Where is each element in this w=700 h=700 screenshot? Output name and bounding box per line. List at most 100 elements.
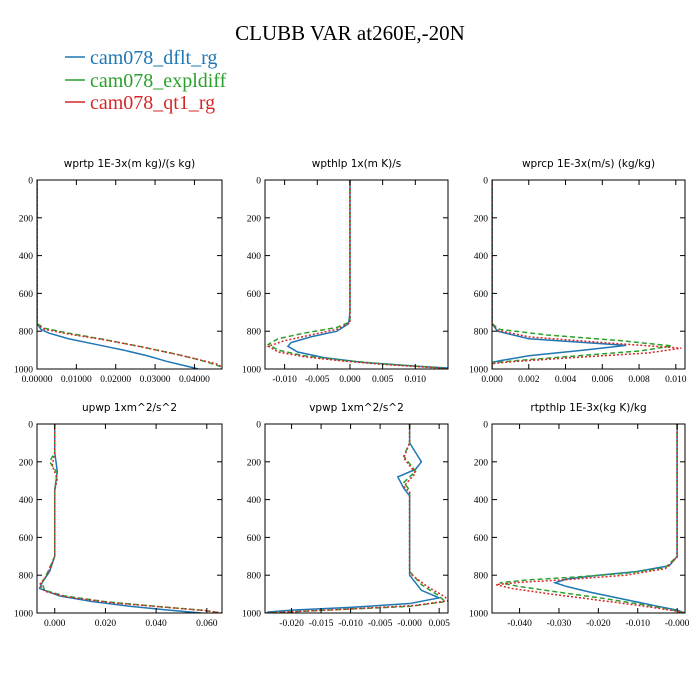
x-tick-label: 0.00000 xyxy=(22,375,53,385)
series-line-cam078-dflt-rg xyxy=(267,424,442,613)
y-tick-label: 400 xyxy=(19,252,34,262)
x-tick-label: -0.020 xyxy=(279,619,304,629)
panel-vpwp: vpwp 1xm^2/s^2 0 200 400 600 800 1000 -0.020 -0.… xyxy=(242,402,450,629)
y-tick-label: 400 xyxy=(474,496,489,506)
x-tick-label: -0.010 xyxy=(338,619,363,629)
x-tick-label: 0.000 xyxy=(339,375,361,385)
x-tick-label: 0.04000 xyxy=(179,375,210,385)
panel-title: rtpthlp 1E-3x(kg K)/kg xyxy=(530,402,646,414)
y-tick-label: 0 xyxy=(256,177,261,187)
x-tick-label: 0.008 xyxy=(628,375,650,385)
x-tick-label: -0.005 xyxy=(368,619,393,629)
plot-frame xyxy=(491,423,686,614)
series-group xyxy=(265,424,448,613)
panel-title: upwp 1xm^2/s^2 xyxy=(82,402,177,414)
panel-title: wprtp 1E-3x(m kg)/(s kg) xyxy=(64,158,195,170)
panel-upwp: upwp 1xm^2/s^2 0 200 400 600 800 1000 0.000 0.02… xyxy=(14,402,223,629)
series-line-cam078-qt1-rg xyxy=(38,424,222,613)
x-tick-label: 0.002 xyxy=(518,375,540,385)
y-tick-label: 600 xyxy=(474,534,489,544)
series-group xyxy=(37,180,222,369)
x-tick-label: 0.006 xyxy=(592,375,614,385)
x-tick-label: -0.040 xyxy=(507,619,532,629)
chart-title: CLUBB VAR at260E,-20N xyxy=(235,21,465,45)
y-tick-label: 800 xyxy=(474,328,489,338)
y-tick-label: 0 xyxy=(483,177,488,187)
series-line-cam078-expldiff xyxy=(499,424,685,613)
y-tick-label: 1000 xyxy=(469,366,488,376)
x-tick-label: 0.03000 xyxy=(140,375,171,385)
x-tick-label: -0.010 xyxy=(625,619,650,629)
x-tick-label: 0.000 xyxy=(44,619,66,629)
y-tick-label: 0 xyxy=(28,177,33,187)
x-tick-label: 0.005 xyxy=(372,375,394,385)
y-tick-label: 0 xyxy=(28,421,33,431)
series-line-cam078-dflt-rg xyxy=(38,424,202,613)
y-tick-label: 600 xyxy=(247,534,262,544)
series-line-cam078-expldiff xyxy=(37,180,222,369)
series-line-cam078-dflt-rg xyxy=(286,180,448,369)
y-tick-label: 800 xyxy=(247,328,262,338)
x-tick-label: 0.020 xyxy=(95,619,117,629)
panel-wpthlp: wpthlp 1x(m K)/s 0 200 400 600 800 1000 -0.010-… xyxy=(242,158,449,385)
series-line-cam078-expldiff xyxy=(492,180,673,369)
x-tick-label: -0.010 xyxy=(272,375,297,385)
panel-title: vpwp 1xm^2/s^2 xyxy=(309,402,404,414)
x-tick-label: 0.02000 xyxy=(100,375,131,385)
y-tick-label: 800 xyxy=(19,572,34,582)
y-tick-label: 1000 xyxy=(242,610,261,620)
panel-title: wpthlp 1x(m K)/s xyxy=(312,158,402,170)
y-tick-label: 800 xyxy=(247,572,262,582)
y-tick-label: 400 xyxy=(19,496,34,506)
y-tick-label: 200 xyxy=(19,214,34,224)
y-tick-label: 200 xyxy=(247,458,262,468)
x-tick-label: -0.015 xyxy=(309,619,334,629)
x-tick-label: 0.01000 xyxy=(61,375,92,385)
y-tick-label: 600 xyxy=(474,290,489,300)
y-tick-label: 200 xyxy=(247,214,262,224)
y-tick-label: 200 xyxy=(474,458,489,468)
series-group xyxy=(266,180,448,369)
y-tick-label: 1000 xyxy=(14,366,33,376)
y-tick-label: 600 xyxy=(19,290,34,300)
x-tick-label: 0.004 xyxy=(555,375,577,385)
x-tick-label: 0.040 xyxy=(145,619,167,629)
legend: cam078_dflt_rg cam078_expldiff cam078_qt… xyxy=(65,47,227,114)
series-line-cam078-dflt-rg xyxy=(492,180,627,369)
y-tick-label: 0 xyxy=(256,421,261,431)
series-group xyxy=(495,424,685,613)
y-tick-label: 200 xyxy=(474,214,489,224)
x-tick-label: -0.000 xyxy=(665,619,690,629)
series-line-cam078-qt1-rg xyxy=(492,180,682,369)
y-tick-label: 400 xyxy=(247,496,262,506)
y-tick-label: 600 xyxy=(247,290,262,300)
panel-title: wprcp 1E-3x(m/s) (kg/kg) xyxy=(522,158,655,170)
legend-label-qt1-rg: cam078_qt1_rg xyxy=(90,92,215,114)
series-group xyxy=(38,424,222,613)
y-tick-label: 800 xyxy=(474,572,489,582)
x-tick-label: 0.010 xyxy=(405,375,427,385)
series-line-cam078-qt1-rg xyxy=(265,424,448,613)
series-line-cam078-expldiff xyxy=(41,424,222,613)
y-tick-label: 1000 xyxy=(242,366,261,376)
panel-wprcp: wprcp 1E-3x(m/s) (kg/kg) 0 200 400 600 800 100… xyxy=(469,158,687,385)
plot-frame xyxy=(491,179,686,370)
plot-frame xyxy=(36,423,223,614)
y-tick-label: 1000 xyxy=(469,610,488,620)
y-tick-label: 400 xyxy=(247,252,262,262)
y-tick-label: 0 xyxy=(483,421,488,431)
series-line-cam078-qt1-rg xyxy=(37,180,222,369)
x-tick-label: -0.030 xyxy=(547,619,572,629)
plot-frame xyxy=(264,423,449,614)
plot-frame xyxy=(264,179,449,370)
x-tick-label: -0.000 xyxy=(397,619,422,629)
series-line-cam078-qt1-rg xyxy=(495,424,685,613)
x-tick-label: 0.000 xyxy=(481,375,503,385)
series-line-cam078-dflt-rg xyxy=(552,424,685,613)
y-tick-label: 200 xyxy=(19,458,34,468)
x-tick-label: 0.005 xyxy=(428,619,450,629)
x-tick-label: -0.005 xyxy=(305,375,330,385)
series-line-cam078-dflt-rg xyxy=(37,180,199,369)
panel-wprtp: wprtp 1E-3x(m kg)/(s kg) 0 200 400 600 800 100… xyxy=(14,158,223,385)
